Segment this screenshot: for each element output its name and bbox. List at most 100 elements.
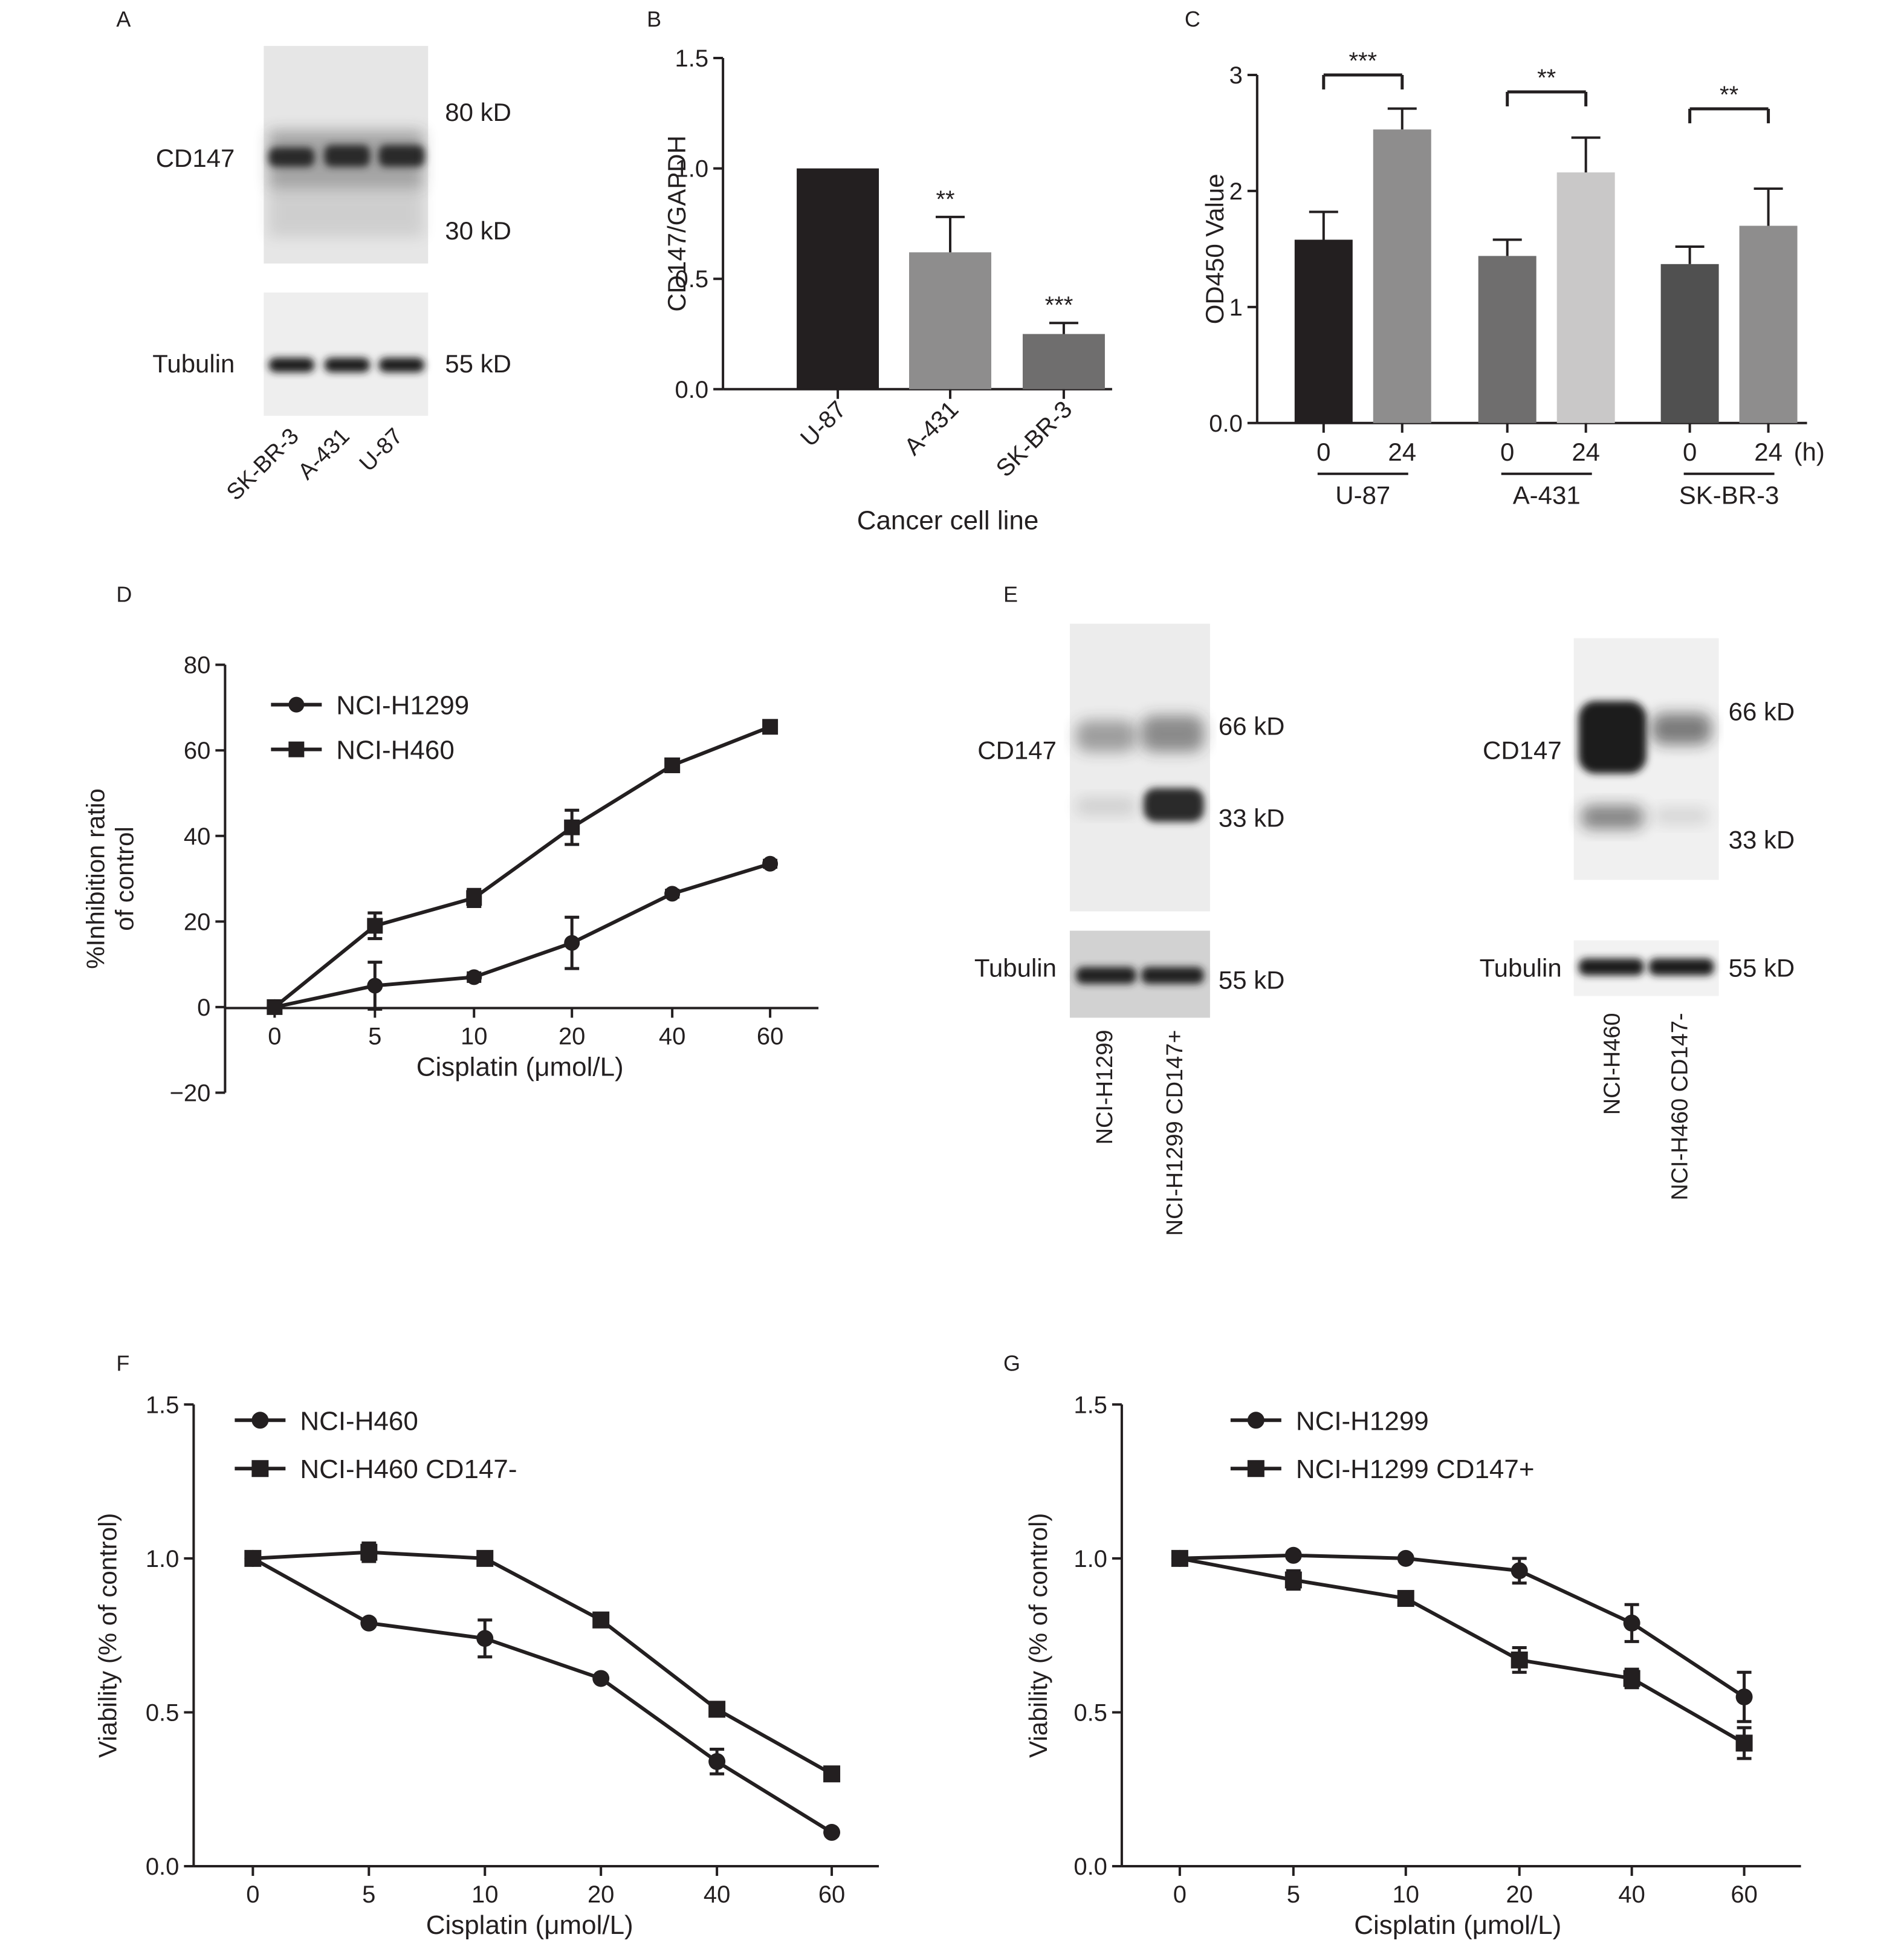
series-line (274, 861, 771, 1009)
panel-a-letter: A (116, 7, 131, 31)
x-axis-label: Cancer cell line (857, 506, 1039, 536)
legend-label: NCI-H1299 CD147+ (1296, 1455, 1535, 1484)
legend-marker (288, 696, 305, 713)
data-point (592, 1611, 610, 1629)
x-tick-label: U-87 (795, 396, 851, 452)
bar (1739, 225, 1798, 423)
x-tick-label: 60 (1731, 1881, 1757, 1908)
y-tick-label: 1.5 (1073, 1392, 1107, 1418)
data-point (244, 1549, 262, 1567)
marker-66kd: 66 kD (1729, 698, 1795, 726)
lane-label: NCI-H1299 CD147+ (1162, 1030, 1188, 1236)
bar (797, 168, 879, 389)
y-tick-label: 80 (184, 652, 210, 679)
band-label-tubulin: Tubulin (974, 953, 1057, 982)
data-point (664, 757, 681, 773)
y-tick-label: 0.0 (1073, 1854, 1107, 1880)
bar (1478, 256, 1536, 423)
x-tick-label: 20 (588, 1881, 614, 1908)
data-point (823, 1824, 841, 1841)
series-line (251, 1557, 833, 1834)
data-point (267, 999, 283, 1015)
panel-d-chart: D −20 0 20 40 60 80 %Inhibition ratio of contro… (81, 582, 819, 1106)
bar (1294, 239, 1353, 423)
data-point (360, 1614, 378, 1632)
data-point (762, 719, 779, 735)
data-point (466, 969, 482, 985)
blot-e-right-tubulin-bands (1578, 958, 1714, 976)
bar (1660, 264, 1719, 423)
x-tick-label: 60 (757, 1023, 783, 1049)
x-tick-label: 24 (1572, 438, 1600, 466)
y-tick-label: 0.0 (146, 1854, 180, 1880)
bar (1556, 172, 1615, 423)
x-tick-label: SK-BR-3 (991, 396, 1078, 482)
marker-66kd: 66 kD (1219, 712, 1285, 741)
legend-marker (1247, 1460, 1264, 1477)
y-tick-label: 0.5 (146, 1699, 180, 1726)
x-tick-label: 20 (1506, 1881, 1532, 1908)
data-point (708, 1701, 726, 1718)
data-point (1623, 1614, 1640, 1632)
data-point (476, 1549, 494, 1567)
bar (909, 252, 991, 389)
significance-label: ** (1537, 65, 1556, 91)
bar (1373, 129, 1431, 423)
y-tick-label: 40 (184, 823, 210, 850)
marker-33kd: 33 kD (1219, 804, 1285, 832)
x-tick-label: 60 (818, 1881, 845, 1908)
y-tick-label: 1.5 (675, 45, 709, 72)
data-point (564, 935, 580, 951)
significance-label: ** (1720, 82, 1738, 108)
panel-e-letter: E (1003, 582, 1018, 607)
marker-80kd: 80 kD (445, 98, 511, 126)
blot-e-left-tubulin-bands (1075, 967, 1204, 984)
legend-label: NCI-H460 (300, 1406, 418, 1436)
data-point (762, 855, 779, 872)
group-label: A-431 (1513, 481, 1581, 510)
data-point (1397, 1590, 1414, 1607)
y-tick-label: 0 (197, 994, 210, 1021)
panel-c-letter: C (1185, 7, 1200, 31)
data-point (664, 886, 681, 902)
y-axis-label: Viability (% of control) (1024, 1513, 1052, 1758)
blot-e-left-bands (1075, 715, 1204, 822)
series-line (273, 725, 771, 1009)
data-point (592, 1670, 610, 1687)
data-point (1511, 1651, 1528, 1669)
x-tick-label: 40 (704, 1881, 730, 1908)
data-point (564, 819, 580, 835)
x-tick-label: 10 (471, 1881, 498, 1908)
x-tick-label: A-431 (899, 396, 964, 461)
x-tick-label: 0 (268, 1023, 281, 1049)
y-tick-label: 0.5 (675, 266, 709, 293)
x-tick-label: 5 (362, 1881, 375, 1908)
x-tick-label: 40 (1618, 1881, 1645, 1908)
lane-label: NCI-H460 CD147- (1668, 1013, 1693, 1200)
x-tick-label: 40 (659, 1023, 685, 1049)
y-tick-label: 0.5 (1073, 1699, 1107, 1726)
y-tick-label: 1.0 (675, 156, 709, 183)
blot-a-tubulin-bands (268, 357, 425, 372)
x-tick-label: 24 (1388, 438, 1416, 466)
x-tick-label: 10 (461, 1023, 487, 1049)
blot-e-right-bands (1578, 701, 1712, 829)
y-tick-label: 20 (184, 909, 210, 935)
data-point (1623, 1670, 1640, 1687)
lane-label: NCI-H460 (1600, 1013, 1625, 1115)
marker-33kd: 33 kD (1729, 826, 1795, 854)
y-tick-label: 2 (1229, 178, 1243, 205)
data-point (466, 890, 482, 906)
y-axis-label: OD450 Value (1200, 174, 1229, 324)
blot-e-left-cd147 (1069, 623, 1210, 912)
panel-g-letter: G (1003, 1351, 1020, 1375)
y-tick-label: 0.0 (1209, 410, 1243, 437)
x-tick-label: 0 (246, 1881, 259, 1908)
x-tick-label: 24 (1754, 438, 1783, 466)
x-axis-label: Cisplatin (μmol/L) (426, 1910, 633, 1940)
y-tick-label: 1.0 (1073, 1546, 1107, 1572)
legend-marker (251, 1412, 269, 1429)
legend-label: NCI-H460 CD147- (300, 1455, 517, 1484)
